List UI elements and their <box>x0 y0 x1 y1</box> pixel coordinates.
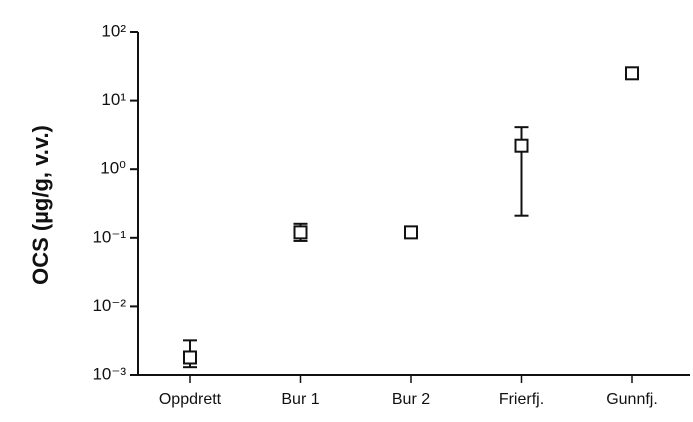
point <box>625 66 639 81</box>
y-tick-label: 10¹ <box>101 90 126 109</box>
point <box>183 350 197 365</box>
y-axis-label: OCS (µg/g, v.v.) <box>28 125 53 285</box>
y-tick-label: 10⁰ <box>100 159 126 178</box>
y-tick-label: 10⁻¹ <box>92 227 126 246</box>
x-tick-label: Frierfj. <box>499 391 544 408</box>
y-tick-label: 10² <box>101 21 126 40</box>
point <box>514 138 529 153</box>
point <box>293 225 308 240</box>
y-tick-label: 10⁻³ <box>92 364 126 383</box>
y-tick-label: 10⁻² <box>92 296 126 315</box>
point <box>404 225 418 240</box>
x-tick-label: Gunnfj. <box>606 391 658 408</box>
x-tick-label: Bur 1 <box>281 391 319 408</box>
x-tick-label: Oppdrett <box>159 391 222 408</box>
x-tick-label: Bur 2 <box>392 391 430 408</box>
